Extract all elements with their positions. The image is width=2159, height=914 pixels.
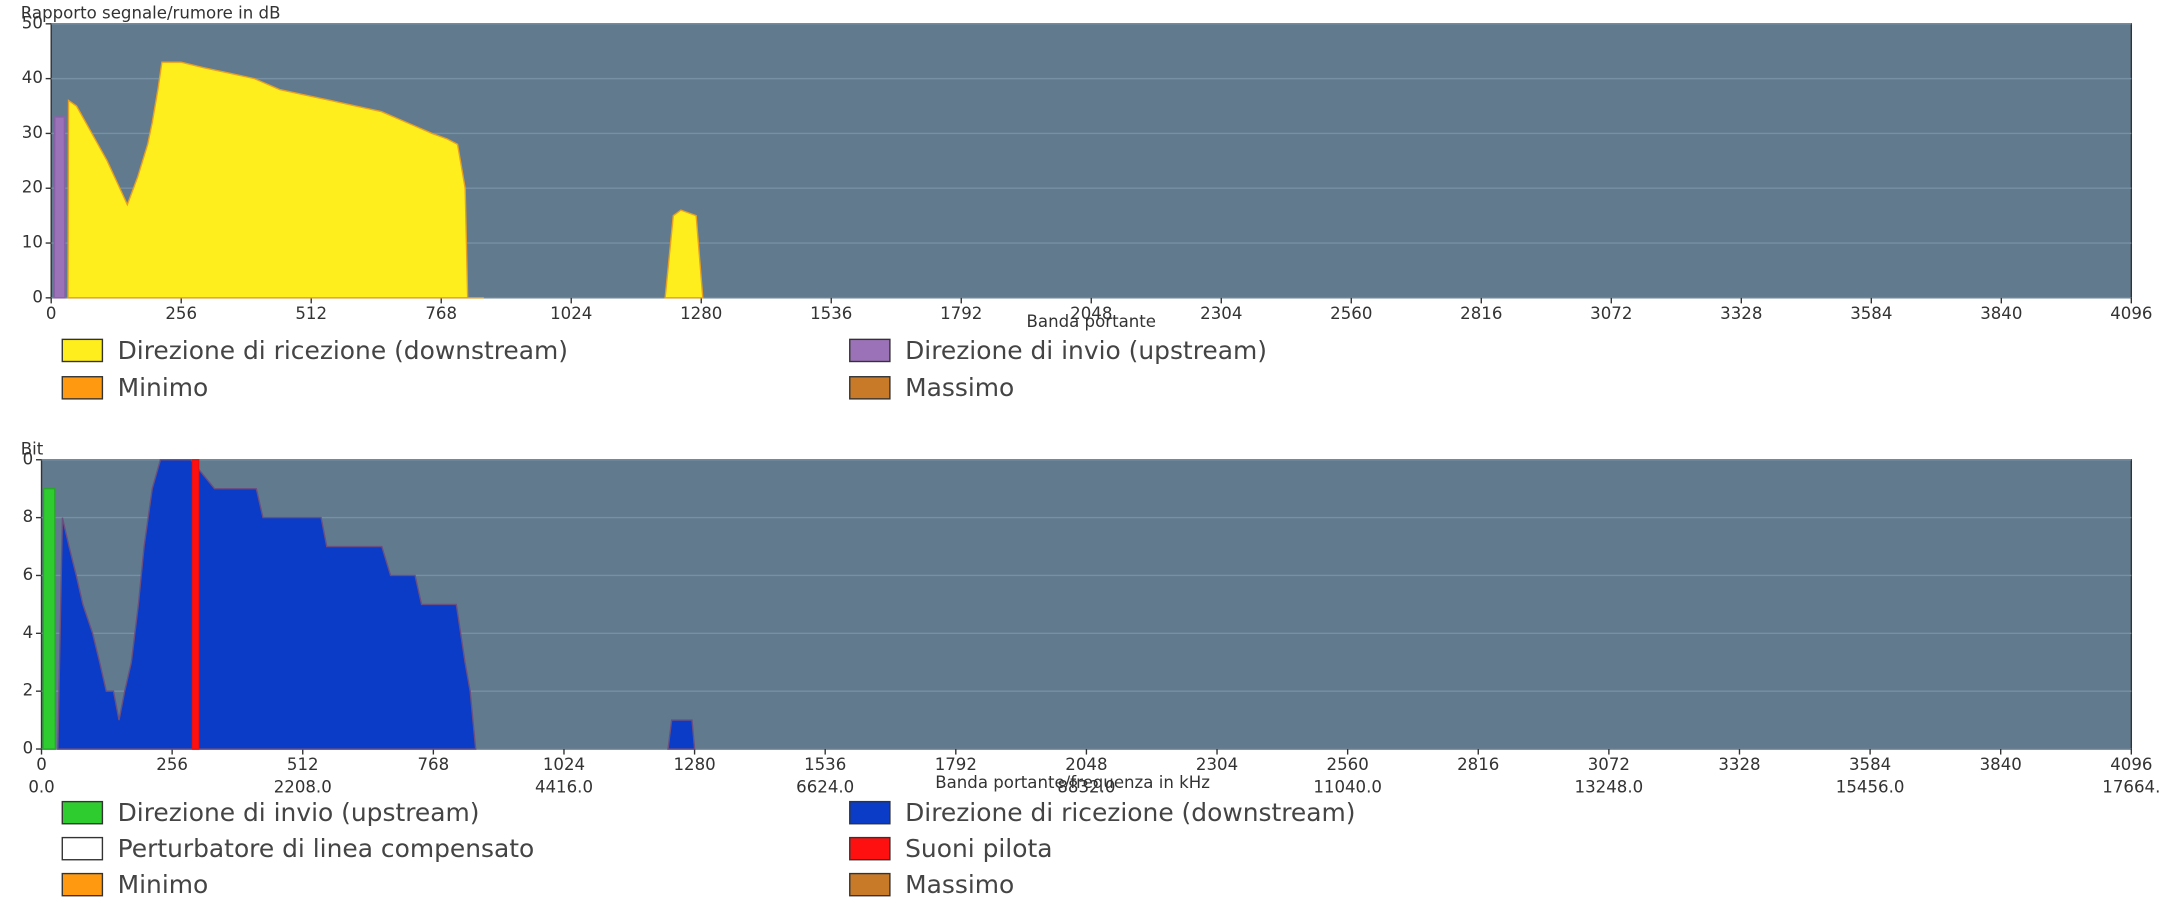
area: [53, 116, 66, 299]
x-tick-label: 4096: [2110, 304, 2152, 323]
legend-label: Direzione di invio (upstream): [118, 798, 480, 827]
x-tick-label: 2048: [1065, 755, 1107, 774]
area: [42, 488, 57, 750]
y-tick-label: 0: [23, 739, 34, 758]
y-tick-label: 4: [23, 623, 34, 642]
x-tick-label: 512: [295, 304, 327, 323]
legend-label: Massimo: [905, 373, 1014, 402]
x-tick-label: 2304: [1196, 755, 1238, 774]
legend-label: Suoni pilota: [905, 834, 1052, 863]
chart-title: Bit: [21, 440, 44, 459]
y-tick-label: 6: [23, 565, 34, 584]
x-tick-label: 768: [425, 304, 457, 323]
legend-label: Direzione di ricezione (downstream): [118, 336, 568, 365]
y-tick-label: 10: [22, 233, 43, 252]
legend-swatch: [61, 800, 104, 825]
area: [67, 61, 704, 299]
legend-swatch: [849, 376, 891, 400]
area: [191, 459, 200, 750]
legend-label: Direzione di ricezione (downstream): [905, 798, 1355, 827]
x2-tick-label: 11040.0: [1313, 777, 1382, 796]
legend-label: Minimo: [118, 373, 209, 402]
x-tick-label: 2304: [1200, 304, 1242, 323]
x2-tick-label: 13248.0: [1575, 777, 1644, 796]
x-tick-label: 1280: [680, 304, 722, 323]
chart-title: Rapporto segnale/rumore in dB: [21, 4, 281, 23]
y-tick-label: 30: [22, 123, 43, 142]
x-tick-label: 768: [418, 755, 450, 774]
legend-label: Direzione di invio (upstream): [905, 336, 1267, 365]
legend-swatch: [849, 872, 891, 897]
x-tick-label: 2560: [1327, 755, 1369, 774]
x-tick-label: 1792: [935, 755, 977, 774]
x2-tick-label: 6624.0: [796, 777, 854, 796]
x-tick-label: 1024: [550, 304, 592, 323]
x-tick-label: 2560: [1330, 304, 1372, 323]
legend-swatch: [849, 338, 891, 363]
x-tick-label: 0: [46, 304, 57, 323]
legend-swatch: [61, 338, 104, 363]
x-tick-label: 1280: [673, 755, 715, 774]
x-tick-label: 3584: [1849, 755, 1891, 774]
x-tick-label: 3328: [1720, 304, 1762, 323]
x-tick-label: 256: [156, 755, 188, 774]
y-tick-label: 8: [23, 507, 34, 526]
x-tick-label: 1536: [810, 304, 852, 323]
x2-tick-label: 15456.0: [1836, 777, 1905, 796]
x-tick-label: 512: [287, 755, 319, 774]
x2-tick-label: 8832.0: [1057, 777, 1115, 796]
x-tick-label: 1536: [804, 755, 846, 774]
x-tick-label: 2816: [1460, 304, 1502, 323]
legend-label: Perturbatore di linea compensato: [118, 834, 535, 863]
x2-tick-label: 17664.: [2102, 777, 2159, 796]
y-tick-label: 2: [23, 681, 34, 700]
legend-label: Massimo: [905, 870, 1014, 899]
y-tick-label: 50: [22, 13, 43, 32]
x-tick-label: 256: [165, 304, 197, 323]
legend-swatch: [61, 376, 104, 400]
x-tick-label: 3072: [1590, 304, 1632, 323]
x2-tick-label: 2208.0: [274, 777, 332, 796]
x-tick-label: 2816: [1457, 755, 1499, 774]
legend-swatch: [849, 800, 891, 825]
x-tick-label: 3840: [1980, 304, 2022, 323]
x-tick-label: 1792: [940, 304, 982, 323]
legend-label: Minimo: [118, 870, 209, 899]
y-tick-label: 20: [22, 178, 43, 197]
area: [57, 459, 696, 750]
legend-swatch: [61, 872, 104, 897]
x-tick-label: 4096: [2110, 755, 2152, 774]
x-tick-label: 3584: [1850, 304, 1892, 323]
y-tick-label: 0: [23, 449, 34, 468]
x-axis-label: Banda portante/frequenza in kHz: [935, 773, 1210, 792]
y-tick-label: 0: [32, 287, 43, 306]
x-axis-label: Banda portante: [1027, 312, 1156, 331]
x-tick-label: 0: [36, 755, 47, 774]
x-tick-label: 2048: [1070, 304, 1112, 323]
x2-tick-label: 4416.0: [535, 777, 593, 796]
y-tick-label: 40: [22, 68, 43, 87]
x-tick-label: 1024: [543, 755, 585, 774]
legend-swatch: [849, 836, 891, 861]
x-tick-label: 3840: [1980, 755, 2022, 774]
legend-swatch: [61, 836, 104, 861]
x-tick-label: 3072: [1588, 755, 1630, 774]
x-tick-label: 3328: [1718, 755, 1760, 774]
x2-tick-label: 0.0: [28, 777, 54, 796]
